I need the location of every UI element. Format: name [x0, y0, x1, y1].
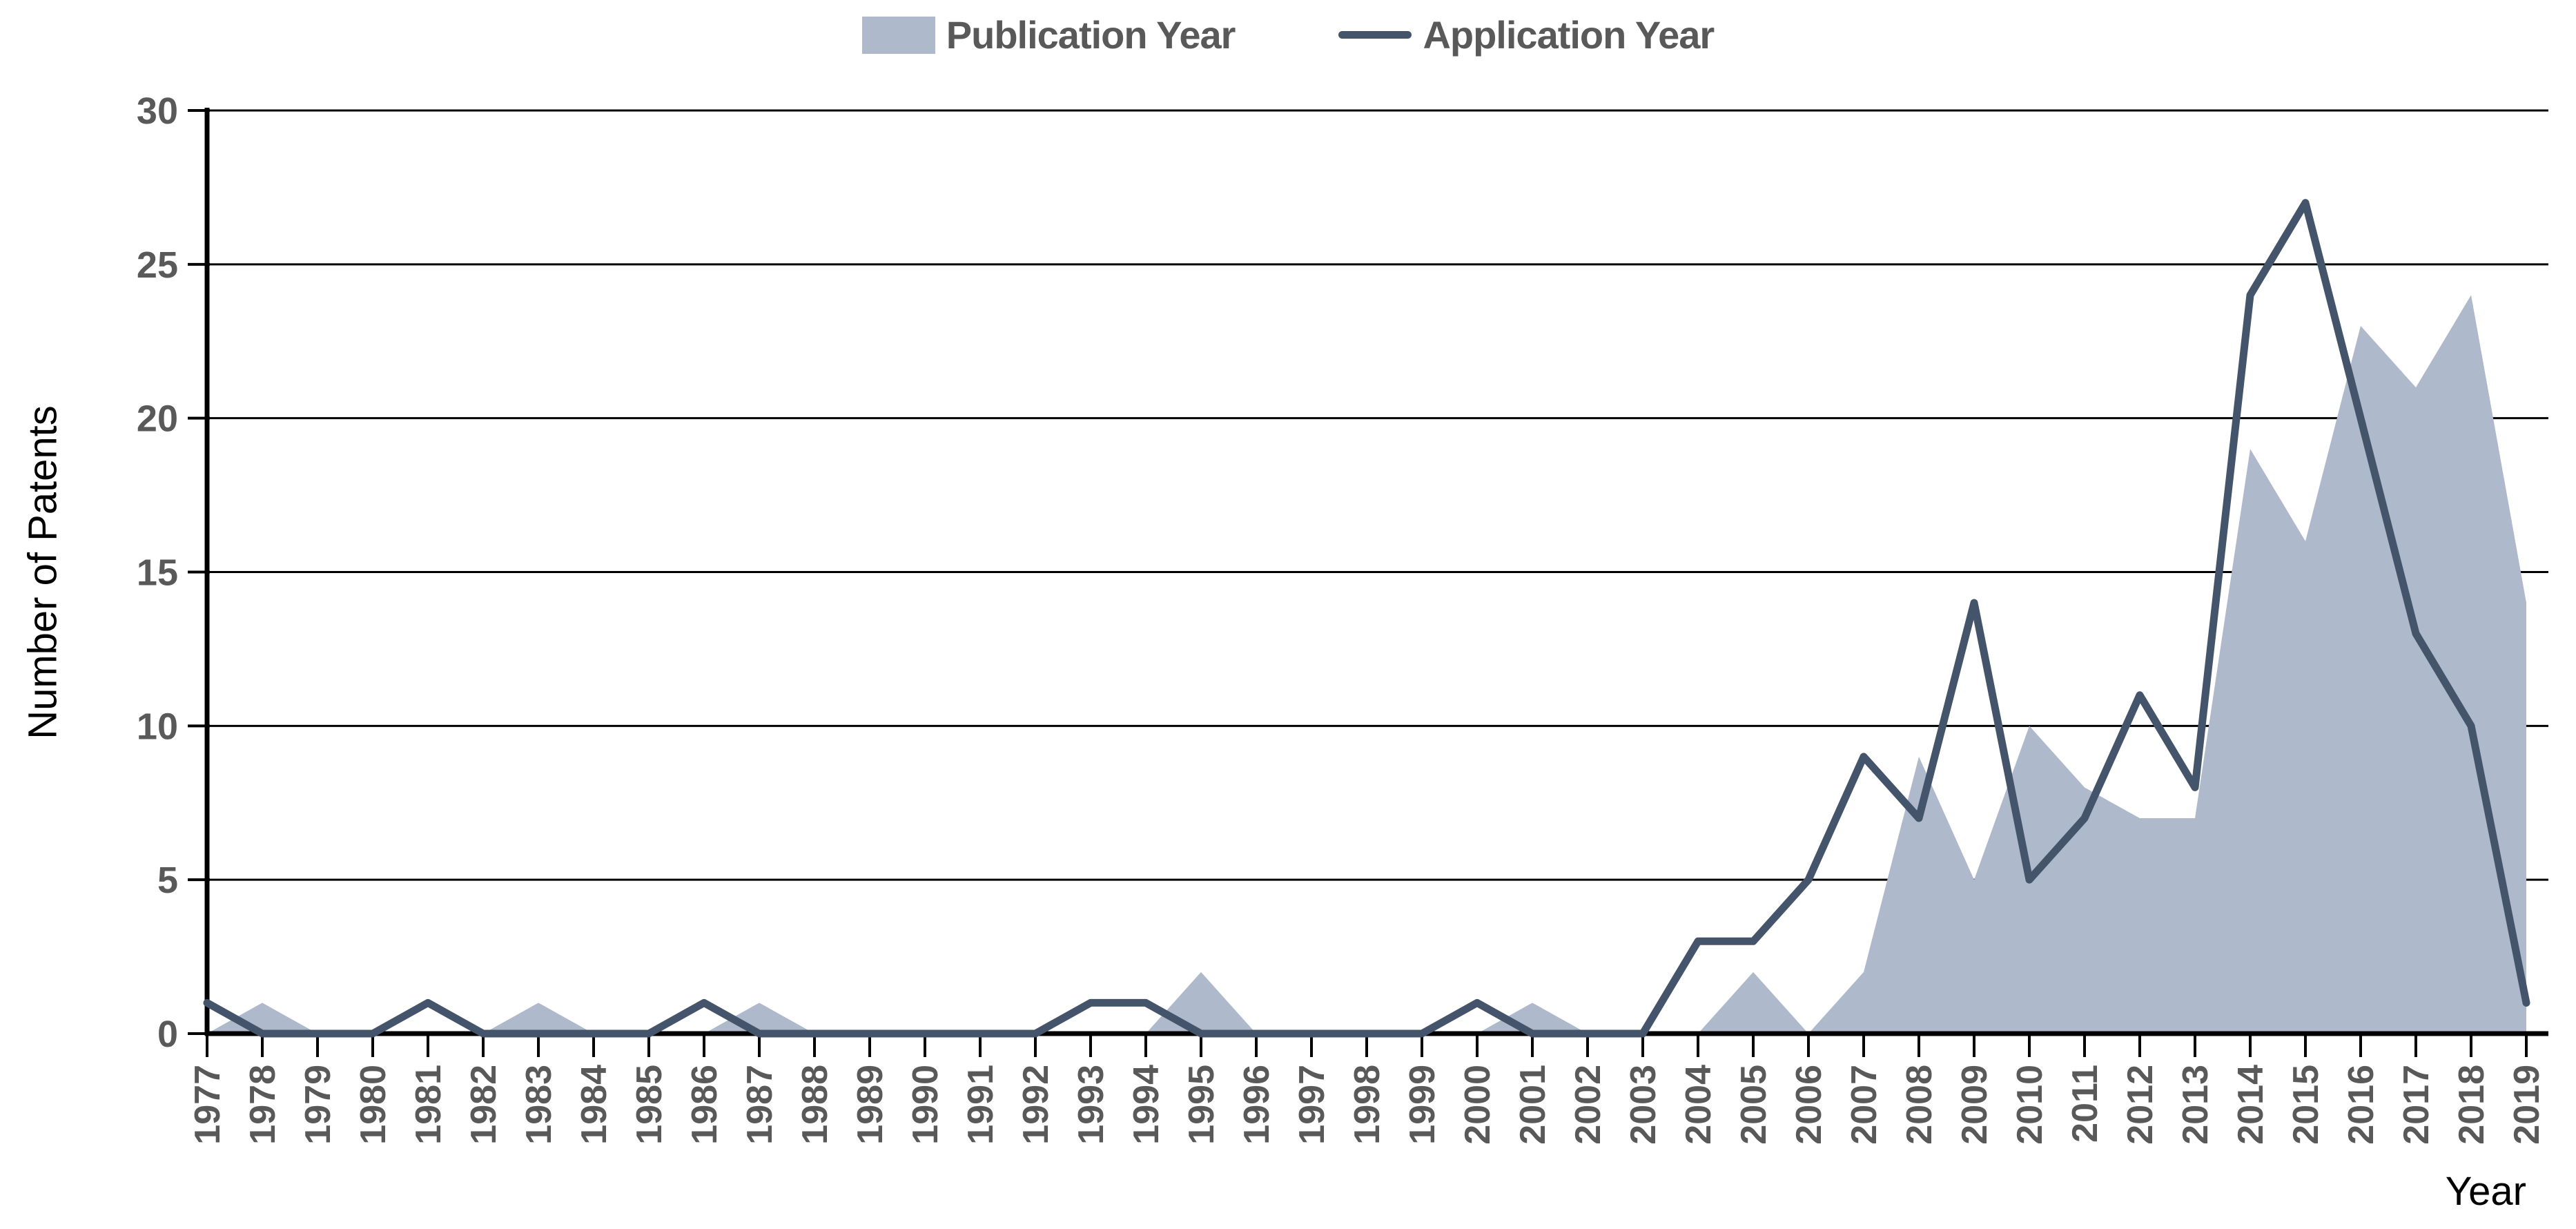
- x-tick-label: 1979: [298, 1065, 338, 1145]
- x-tick-label: 2008: [1900, 1065, 1940, 1145]
- x-tick-label: 1995: [1182, 1065, 1222, 1145]
- x-tick-label: 1983: [519, 1065, 559, 1145]
- x-tick-label: 1977: [188, 1065, 228, 1145]
- x-tick-label: 2009: [1955, 1065, 1995, 1145]
- x-tick-label: 2007: [1844, 1065, 1884, 1145]
- x-tick-label: 1994: [1126, 1065, 1167, 1145]
- x-tick-label: 2017: [2397, 1065, 2437, 1145]
- x-tick-label: 1990: [906, 1065, 946, 1145]
- x-tick-label: 1978: [243, 1065, 283, 1145]
- x-tick-label: 1988: [795, 1065, 835, 1145]
- x-tick-label: 1999: [1403, 1065, 1443, 1145]
- application-line-series: [203, 199, 2530, 1038]
- x-tick-label: 1987: [740, 1065, 780, 1145]
- x-tick-label: 2000: [1458, 1065, 1498, 1145]
- x-tick-label: 2003: [1623, 1065, 1663, 1145]
- x-tick-label: 1984: [574, 1065, 614, 1145]
- x-tick-label: 1993: [1071, 1065, 1111, 1145]
- x-tick-label: 2004: [1679, 1065, 1719, 1145]
- x-tick-label: 2018: [2452, 1065, 2492, 1145]
- x-tick-label: 2013: [2176, 1065, 2216, 1145]
- y-tick-label: 15: [137, 552, 178, 594]
- x-tick-label: 1991: [961, 1065, 1001, 1145]
- x-tick-label: 2005: [1734, 1065, 1774, 1145]
- y-tick-label: 30: [137, 90, 178, 132]
- y-tick-label: 10: [137, 706, 178, 747]
- y-tick-label: 5: [157, 860, 178, 901]
- x-tick-label: 2002: [1568, 1065, 1608, 1145]
- y-axis-title: Number of Patents: [20, 405, 66, 739]
- x-tick-label: 2011: [2065, 1065, 2105, 1143]
- x-tick-label: 2016: [2341, 1065, 2381, 1145]
- y-tick-labels: 0 5 10 15 20 25 30: [137, 90, 178, 1055]
- x-tick-label: 1997: [1292, 1065, 1332, 1145]
- x-tick-label: 2010: [2010, 1065, 2050, 1145]
- x-tick-label: 1980: [353, 1065, 393, 1145]
- x-tick-label: 2019: [2507, 1065, 2547, 1145]
- x-tick-label: 1996: [1237, 1065, 1277, 1145]
- x-tick-label: 1981: [409, 1065, 449, 1145]
- y-tick-label: 0: [157, 1014, 178, 1055]
- x-tick-label: 2015: [2286, 1065, 2326, 1145]
- x-tick-label: 2001: [1513, 1065, 1553, 1145]
- x-axis-title: Year: [2445, 1169, 2526, 1214]
- y-tick-label: 20: [137, 398, 178, 440]
- x-tick-label: 1985: [630, 1065, 670, 1145]
- x-tick-label: 1982: [464, 1065, 504, 1145]
- y-tick-label: 25: [137, 244, 178, 286]
- x-tick-label: 1989: [850, 1065, 890, 1145]
- x-tick-label: 1998: [1347, 1065, 1387, 1145]
- x-tick-label: 2012: [2120, 1065, 2160, 1145]
- x-tick-label: 2014: [2231, 1065, 2271, 1145]
- publication-area-series: [207, 295, 2526, 1034]
- x-tick-label: 2006: [1789, 1065, 1829, 1145]
- x-tick-label: 1992: [1016, 1065, 1056, 1145]
- x-tick-labels: 1977 1978 1979 1980 1981 1982 1983 1984 1985 1986…: [188, 1065, 2547, 1145]
- x-tick-label: 1986: [685, 1065, 725, 1145]
